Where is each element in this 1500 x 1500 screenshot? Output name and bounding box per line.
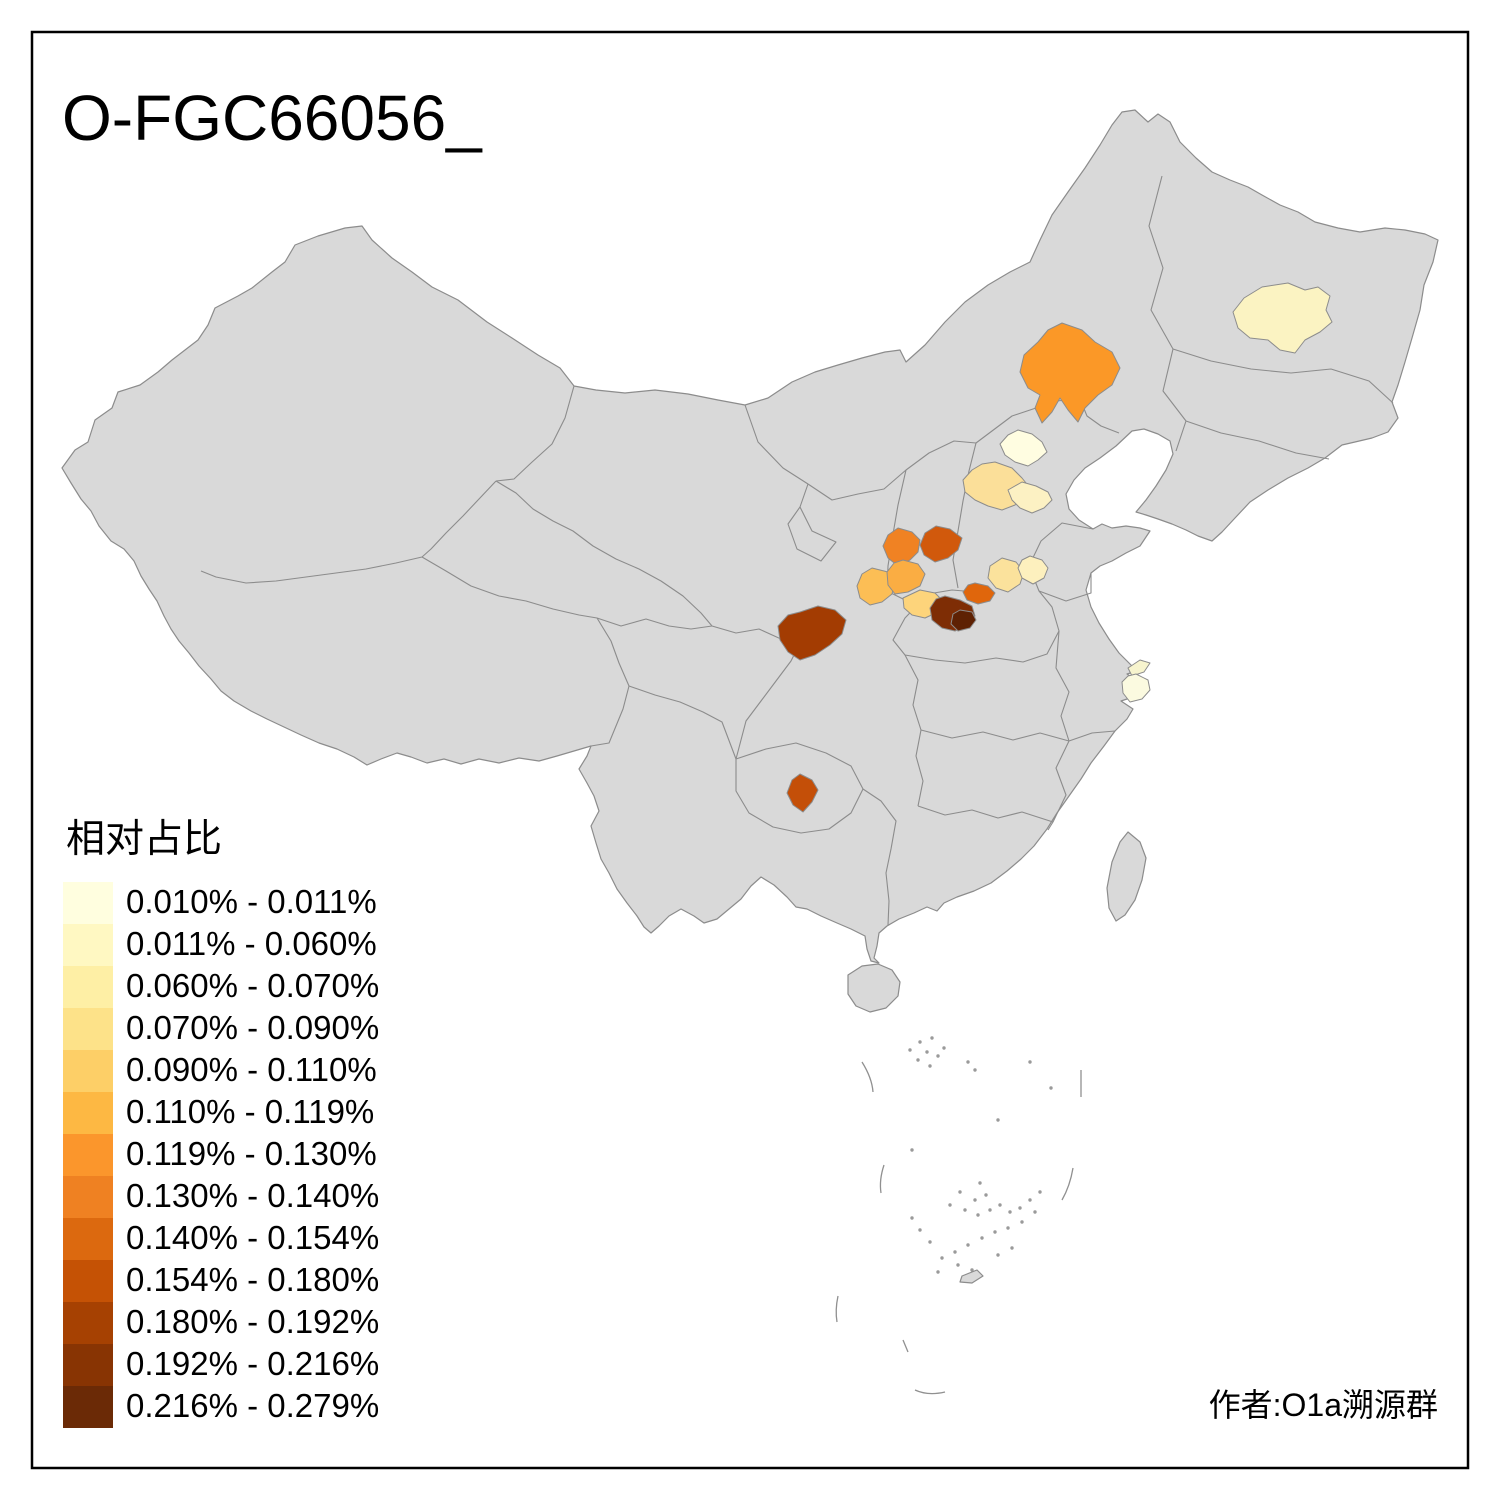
region-beijing-area: [999, 429, 1048, 467]
region-southeast-of-beijing: [1007, 481, 1053, 514]
legend-label-3: 0.070% - 0.090%: [126, 1009, 379, 1046]
legend-label-9: 0.154% - 0.180%: [126, 1261, 379, 1298]
major-islands: [847, 831, 1147, 1013]
legend-swatch-0: [63, 882, 113, 924]
legend-swatch-6: [63, 1134, 113, 1176]
legend-swatch-1: [63, 924, 113, 966]
china-mainland-shape: [61, 109, 1439, 964]
legend-swatch-9: [63, 1260, 113, 1302]
islet-dots: [908, 1036, 1053, 1274]
legend: 相对占比 0.010% - 0.011% 0.011% - 0.060% 0.0…: [63, 818, 379, 1428]
province-borders: [200, 175, 1394, 926]
region-mid-shanxi: [886, 559, 926, 595]
plot-frame: [30, 30, 1470, 1470]
legend-label-8: 0.140% - 0.154%: [126, 1219, 379, 1256]
region-south-shaanxi: [777, 605, 847, 661]
legend-swatch-4: [63, 1050, 113, 1092]
legend-swatch-11: [63, 1344, 113, 1386]
region-central-guizhou: [786, 773, 819, 813]
region-yangtze-mouth-sliver: [1127, 659, 1151, 677]
legend-swatch-10: [63, 1302, 113, 1344]
legend-swatch-5: [63, 1092, 113, 1134]
legend-label-6: 0.119% - 0.130%: [126, 1135, 377, 1172]
legend-label-4: 0.090% - 0.110%: [126, 1051, 377, 1088]
region-northeast-heilongjiang: [1232, 282, 1333, 354]
south-china-sea-features: [835, 1036, 1082, 1395]
legend-label-11: 0.192% - 0.216%: [126, 1345, 379, 1382]
legend-label-12: 0.216% - 0.279%: [126, 1387, 379, 1424]
region-north-shanxi-east: [919, 525, 963, 563]
legend-swatch-3: [63, 1008, 113, 1050]
region-north-henan-orange: [962, 582, 996, 605]
legend-swatch-2: [63, 966, 113, 1008]
page-title: O-FGC66056_: [62, 82, 483, 154]
legend-label-5: 0.110% - 0.119%: [126, 1093, 374, 1130]
legend-swatch-8: [63, 1218, 113, 1260]
author-credit: 作者:O1a溯源群: [1209, 1387, 1438, 1423]
islet-sliver: [959, 1269, 984, 1284]
region-north-henan-pale: [1017, 555, 1049, 585]
legend-label-0: 0.010% - 0.011%: [126, 883, 377, 920]
legend-swatch-7: [63, 1176, 113, 1218]
hainan-island: [847, 963, 901, 1013]
legend-label-2: 0.060% - 0.070%: [126, 967, 379, 1004]
taiwan-island: [1106, 831, 1147, 922]
legend-title: 相对占比: [66, 818, 222, 861]
legend-label-10: 0.180% - 0.192%: [126, 1303, 379, 1340]
region-inner-mongolia-southeast: [1019, 322, 1121, 424]
region-yellow-river-darkest-east: [950, 609, 977, 632]
region-north-henan-yellow: [987, 557, 1025, 593]
legend-label-1: 0.011% - 0.060%: [126, 925, 377, 962]
legend-swatch-12: [63, 1386, 113, 1428]
legend-label-7: 0.130% - 0.140%: [126, 1177, 379, 1214]
highlighted-regions: [777, 282, 1333, 813]
region-shanghai-area: [1121, 673, 1151, 703]
